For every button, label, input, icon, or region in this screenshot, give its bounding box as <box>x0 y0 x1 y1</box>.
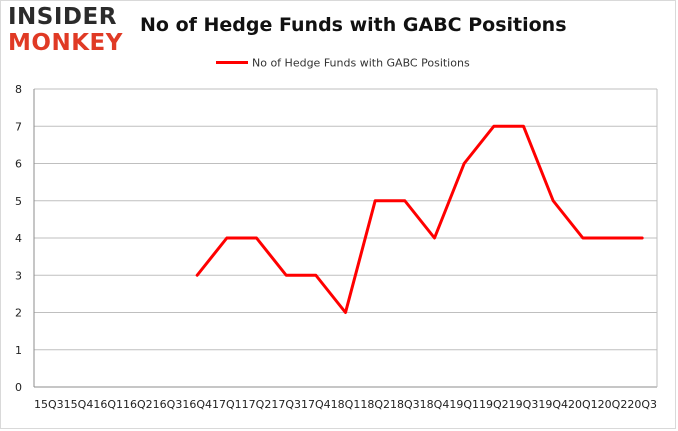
x-tick-label: 19Q3 <box>509 398 539 411</box>
y-tick-label: 1 <box>15 344 22 357</box>
data-point <box>344 311 347 314</box>
logo-line-1: INSIDER <box>8 4 117 30</box>
data-point <box>640 236 644 240</box>
x-tick-label: 16Q2 <box>123 398 153 411</box>
data-point <box>611 236 614 240</box>
data-point <box>225 236 229 240</box>
x-tick-label: 19Q1 <box>449 398 479 411</box>
x-tick-labels: 15Q3 15Q4 16Q1 16Q2 16Q3 16Q4 17Q1 17Q2 17Q3 17Q4… <box>34 398 657 411</box>
x-tick-label: 16Q4 <box>182 398 212 411</box>
data-point <box>581 236 585 240</box>
data-point <box>255 236 258 240</box>
insider-monkey-logo: INSIDER MONKEY <box>8 6 126 56</box>
x-tick-label: 15Q3 <box>34 398 64 411</box>
x-tick-label: 17Q1 <box>212 398 242 411</box>
data-point <box>284 274 288 277</box>
x-tick-label: 18Q1 <box>331 398 361 411</box>
x-tick-label: 18Q4 <box>420 398 450 411</box>
x-tick-label: 19Q2 <box>479 398 509 411</box>
logo-line-2: MONKEY <box>8 30 123 56</box>
x-tick-label: 20Q3 <box>627 398 657 411</box>
series-line-0 <box>195 124 644 314</box>
y-tick-label: 0 <box>15 381 22 394</box>
series-lines <box>195 124 644 314</box>
x-tick-label: 17Q4 <box>301 398 331 411</box>
x-tick-label: 20Q2 <box>598 398 628 411</box>
x-tick-label: 17Q2 <box>242 398 272 411</box>
data-point <box>492 125 496 128</box>
y-tick-label: 2 <box>15 307 22 320</box>
data-point <box>314 274 318 277</box>
data-point <box>403 199 407 202</box>
x-tick-label: 18Q3 <box>390 398 420 411</box>
data-point <box>433 236 436 240</box>
axes <box>33 89 658 388</box>
y-tick-label: 4 <box>15 232 22 245</box>
chart-title: No of Hedge Funds with GABC Positions <box>140 14 567 36</box>
y-tick-label: 3 <box>15 269 22 282</box>
legend-swatch <box>216 61 248 65</box>
y-tick-label: 8 <box>15 83 22 96</box>
data-point <box>373 199 377 202</box>
legend: No of Hedge Funds with GABC Positions <box>216 54 470 70</box>
y-tick-label: 7 <box>15 120 22 133</box>
x-tick-label: 16Q3 <box>153 398 183 411</box>
x-tick-label: 20Q1 <box>568 398 598 411</box>
x-tick-label: 17Q3 <box>271 398 301 411</box>
x-tick-label: 15Q4 <box>64 398 94 411</box>
x-tick-label: 16Q1 <box>93 398 123 411</box>
y-tick-labels: 0 1 2 3 4 5 6 7 8 <box>15 83 22 394</box>
data-point <box>522 125 525 128</box>
x-tick-label: 18Q2 <box>360 398 390 411</box>
y-tick-label: 5 <box>15 195 22 208</box>
x-tick-label: 19Q4 <box>538 398 568 411</box>
data-point <box>462 162 466 165</box>
y-tick-label: 6 <box>15 158 22 171</box>
data-point <box>551 199 555 202</box>
data-point <box>195 274 199 277</box>
legend-label: No of Hedge Funds with GABC Positions <box>252 56 470 70</box>
